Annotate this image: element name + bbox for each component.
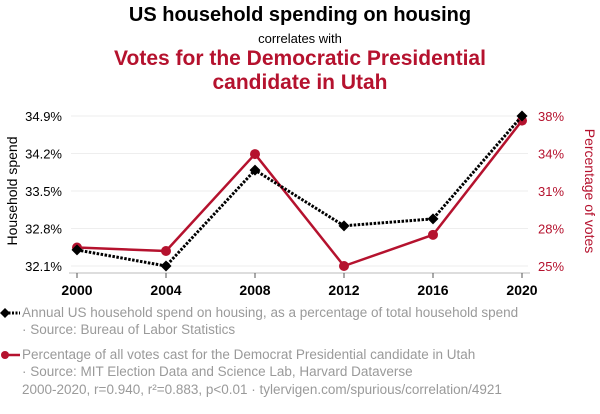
data-point-votes [250, 149, 260, 160]
y-tick-label-right: 34% [538, 147, 564, 162]
diamond-dotted-line-icon [0, 308, 20, 318]
y-axis-right-label: Percentage of votes [582, 129, 598, 254]
data-point-household [427, 213, 439, 225]
x-tick-label: 2012 [328, 282, 359, 298]
chart-subtitle: Votes for the Democratic Presidential ca… [114, 47, 486, 94]
y-axis-right: 38% 34% 31% 28% 25% [538, 109, 564, 274]
data-point-votes [339, 261, 349, 271]
y-tick-label-right: 31% [538, 184, 564, 199]
y-tick-label-right: 25% [538, 259, 564, 274]
legend-item-household: Annual US household spend on housing, as… [0, 304, 600, 338]
x-tick-label: 2000 [61, 282, 92, 298]
legend-label-votes: Percentage of all votes cast for the Dem… [22, 347, 476, 362]
legend-source-household: · Source: Bureau of Labor Statistics [22, 322, 236, 337]
legend-source-votes: · Source: MIT Election Data and Science … [22, 364, 413, 379]
series-group [71, 110, 528, 272]
legend-item-votes: Percentage of all votes cast for the Dem… [0, 346, 600, 380]
data-point-votes [428, 229, 438, 240]
footer-stats: 2000-2020, r=0.940, r²=0.883, p<0.01 · t… [22, 382, 502, 397]
circle-line-icon [1, 351, 20, 359]
data-point-votes [161, 246, 171, 256]
data-point-household [338, 220, 350, 232]
chart-connector: correlates with [258, 31, 342, 46]
x-tick-label: 2008 [239, 282, 270, 298]
x-tick-label: 2016 [417, 282, 448, 298]
x-tick-label: 2020 [506, 282, 537, 298]
y-axis-left: 34.9% 34.2% 33.5% 32.8% 32.1% [25, 109, 62, 274]
series-line-household [76, 115, 524, 268]
series-line-votes [76, 119, 523, 268]
y-tick-label-left: 32.1% [25, 259, 62, 274]
y-tick-label-left: 33.5% [25, 184, 62, 199]
y-tick-label-left: 34.9% [25, 109, 62, 124]
data-point-household [249, 164, 261, 176]
data-point-household [516, 110, 528, 122]
chart-title: US household spending on housing [128, 4, 472, 26]
y-tick-label-right: 38% [538, 109, 564, 124]
chart-plot: 2000 2004 2008 2012 2016 2020 34.9% 34.2% 33.5%… [4, 109, 598, 298]
x-axis: 2000 2004 2008 2012 2016 2020 [61, 272, 538, 298]
legend-label-household: Annual US household spend on housing, as… [22, 305, 519, 320]
y-tick-label-left: 32.8% [25, 222, 62, 237]
x-tick-label: 2004 [150, 282, 181, 298]
gridlines [71, 115, 528, 267]
legend: Annual US household spend on housing, as… [0, 304, 600, 380]
y-tick-label-left: 34.2% [25, 147, 62, 162]
y-tick-label-right: 28% [538, 222, 564, 237]
y-axis-left-label: Household spend [4, 137, 20, 246]
data-point-household [160, 260, 172, 272]
data-point-household [71, 244, 83, 256]
